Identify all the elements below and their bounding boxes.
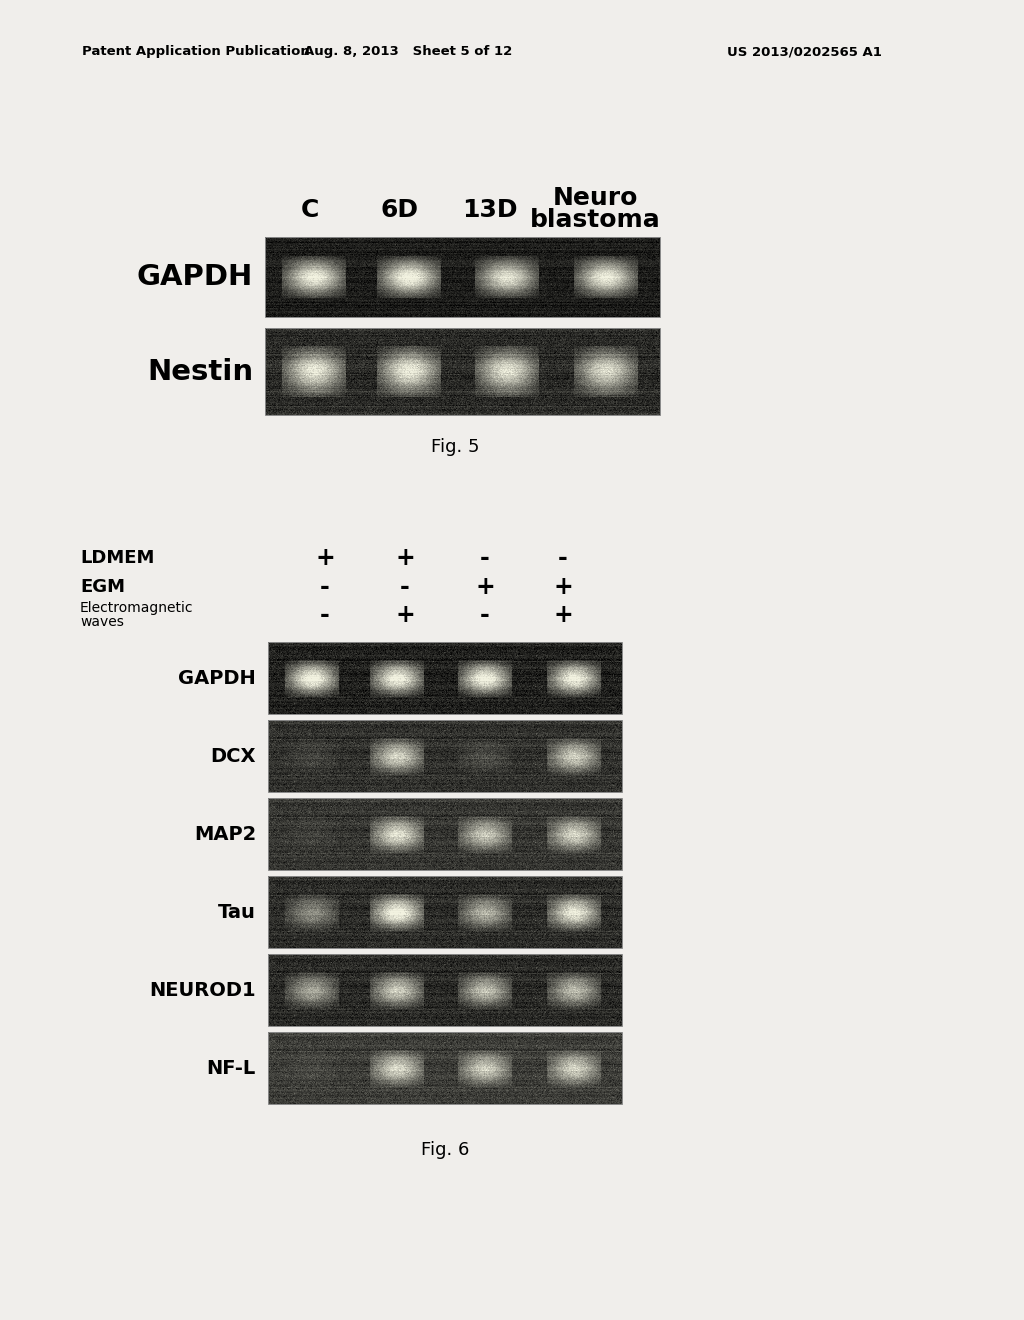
Text: US 2013/0202565 A1: US 2013/0202565 A1 xyxy=(727,45,882,58)
Text: Tau: Tau xyxy=(218,903,256,921)
Text: Aug. 8, 2013   Sheet 5 of 12: Aug. 8, 2013 Sheet 5 of 12 xyxy=(304,45,512,58)
Bar xyxy=(268,642,622,714)
Bar xyxy=(268,719,622,792)
Bar xyxy=(268,1032,622,1104)
Text: blastoma: blastoma xyxy=(529,209,660,232)
Text: +: + xyxy=(475,576,495,599)
Text: +: + xyxy=(395,546,415,570)
Bar xyxy=(265,327,660,414)
Text: +: + xyxy=(553,603,572,627)
Text: MAP2: MAP2 xyxy=(194,825,256,843)
Bar xyxy=(265,238,660,317)
Bar xyxy=(268,954,622,1026)
Text: Neuro: Neuro xyxy=(552,186,638,210)
Text: C: C xyxy=(301,198,319,222)
Text: Patent Application Publication: Patent Application Publication xyxy=(82,45,309,58)
Text: LDMEM: LDMEM xyxy=(80,549,155,568)
Text: 6D: 6D xyxy=(381,198,419,222)
Text: +: + xyxy=(315,546,335,570)
Text: -: - xyxy=(480,546,489,570)
Text: waves: waves xyxy=(80,615,124,630)
Bar xyxy=(268,876,622,948)
Text: +: + xyxy=(395,603,415,627)
Text: +: + xyxy=(553,576,572,599)
Text: -: - xyxy=(558,546,568,570)
Text: -: - xyxy=(480,603,489,627)
Bar xyxy=(268,799,622,870)
Text: -: - xyxy=(400,576,410,599)
Text: -: - xyxy=(321,576,330,599)
Text: GAPDH: GAPDH xyxy=(137,263,253,290)
Text: EGM: EGM xyxy=(80,578,125,597)
Text: Fig. 6: Fig. 6 xyxy=(421,1140,469,1159)
Text: -: - xyxy=(321,603,330,627)
Text: Fig. 5: Fig. 5 xyxy=(431,438,479,455)
Text: NEUROD1: NEUROD1 xyxy=(150,981,256,999)
Text: DCX: DCX xyxy=(211,747,256,766)
Text: Nestin: Nestin xyxy=(146,358,253,385)
Text: 13D: 13D xyxy=(462,198,518,222)
Text: NF-L: NF-L xyxy=(207,1059,256,1077)
Text: Electromagnetic: Electromagnetic xyxy=(80,601,194,615)
Text: GAPDH: GAPDH xyxy=(178,668,256,688)
